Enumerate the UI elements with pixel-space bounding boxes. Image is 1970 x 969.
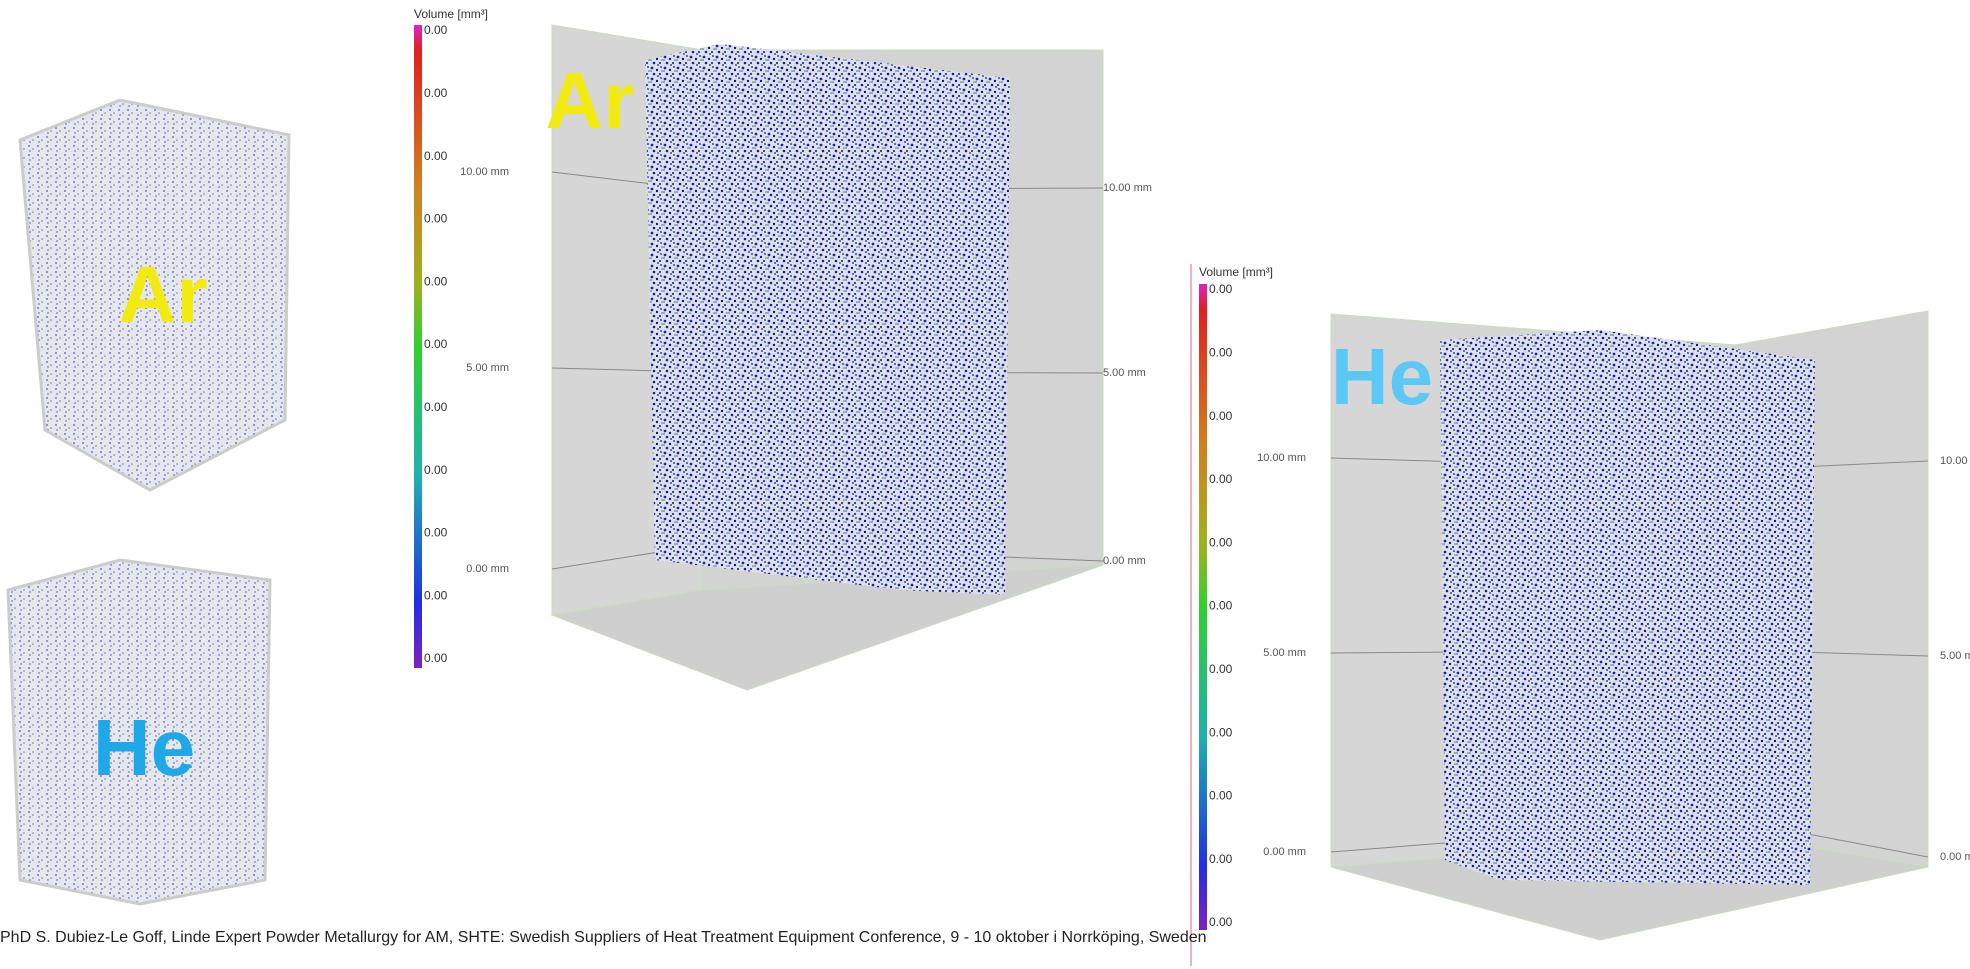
thumbnail-he xyxy=(6,558,272,906)
render-he xyxy=(1330,310,1929,941)
colorbar-tick-label: 0.00 xyxy=(1209,472,1233,486)
axis-label: 10.00 mm xyxy=(1940,455,1970,467)
panel-label: He xyxy=(1331,332,1433,421)
colorbar-tick-label: 0.00 xyxy=(1209,852,1233,866)
axis-label: 0.00 mm xyxy=(1103,555,1146,567)
colorbar-tick-label: 0.00 xyxy=(1209,409,1233,423)
colorbar-tick-label: 0.00 xyxy=(424,526,448,540)
colorbar-tick-label: 0.00 xyxy=(424,463,448,477)
colorbar-tick-label: 0.00 xyxy=(424,337,448,351)
panel-label: Ar xyxy=(546,56,635,145)
colorbar-tick-label: 0.00 xyxy=(424,400,448,414)
axis-label: 5.00 mm xyxy=(1940,650,1970,662)
colorbar-title: Volume [mm³] xyxy=(1199,265,1273,279)
thumbnail-label: Ar xyxy=(119,250,208,339)
axis-label: 10.00 mm xyxy=(460,166,509,178)
axis-label: 0.00 mm xyxy=(466,563,509,575)
colorbar-tick-label: 0.00 xyxy=(1209,662,1233,676)
axis-label: 10.00 mm xyxy=(1103,182,1152,194)
colorbar-tick-label: 0.00 xyxy=(424,588,448,602)
colorbar-tick-label: 0.00 xyxy=(424,212,448,226)
colorbar-tick-label: 0.00 xyxy=(1209,915,1233,929)
axis-label: 10.00 mm xyxy=(1257,452,1306,464)
axis-label: 0.00 mm xyxy=(1263,846,1306,858)
colorbar-tick-label: 0.00 xyxy=(424,149,448,163)
colorbar-tick-label: 0.00 xyxy=(424,651,448,665)
colorbar-title: Volume [mm³] xyxy=(414,7,488,21)
colorbar-tick-label: 0.00 xyxy=(1209,535,1233,549)
axis-label: 0.00 mm xyxy=(1940,851,1970,863)
colorbar-tick-label: 0.00 xyxy=(1209,789,1233,803)
thumbnail-ar xyxy=(18,98,291,492)
thumbnail-label: He xyxy=(93,703,195,792)
colorbar xyxy=(1199,284,1207,930)
footer: PhD S. Dubiez-Le Goff, Linde Expert Powd… xyxy=(0,929,1207,946)
colorbar-tick-label: 0.00 xyxy=(424,274,448,288)
render-ar xyxy=(550,24,1104,691)
colorbar xyxy=(414,25,422,668)
colorbar-tick-label: 0.00 xyxy=(1209,345,1233,359)
colorbar-tick-label: 0.00 xyxy=(424,23,448,37)
axis-label: 5.00 mm xyxy=(466,362,509,374)
colorbar-tick-label: 0.00 xyxy=(424,86,448,100)
colorbar-tick-label: 0.00 xyxy=(1209,599,1233,613)
axis-label: 5.00 mm xyxy=(1103,367,1146,379)
axis-label: 5.00 mm xyxy=(1263,647,1306,659)
colorbar-tick-label: 0.00 xyxy=(1209,725,1233,739)
colorbar-tick-label: 0.00 xyxy=(1209,282,1233,296)
